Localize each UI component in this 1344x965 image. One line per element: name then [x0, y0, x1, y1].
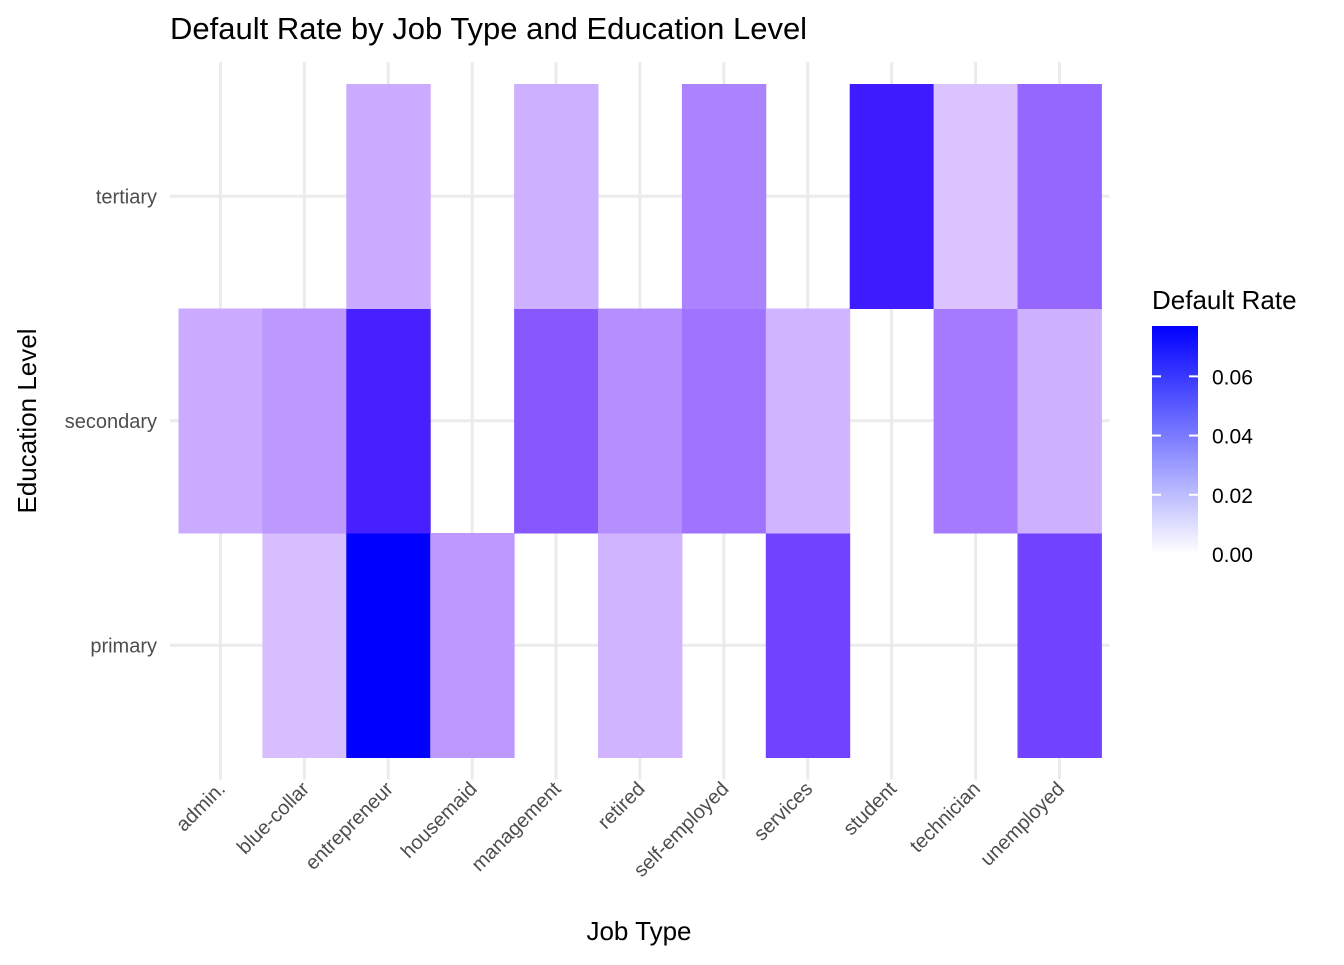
- color-legend: Default Rate 0.00 0.02 0.04 0.06: [1152, 285, 1297, 567]
- y-tick-label: tertiary: [96, 186, 157, 208]
- heatmap-cell: [346, 84, 431, 309]
- heatmap-cell: [933, 308, 1018, 534]
- x-tick-label: admin.: [172, 778, 230, 836]
- x-tick-label: services: [750, 778, 817, 845]
- heatmap-cell: [1017, 308, 1102, 534]
- y-tick-label: secondary: [65, 411, 157, 433]
- legend-ticks: 0.00 0.02 0.04 0.06: [1152, 366, 1253, 567]
- heatmap-cell: [514, 84, 599, 309]
- heatmap-cell: [262, 533, 347, 758]
- legend-tick-label: 0.04: [1212, 426, 1253, 449]
- heatmap-cell: [681, 84, 767, 309]
- heatmap-cell: [849, 84, 935, 309]
- legend-title: Default Rate: [1152, 285, 1297, 315]
- x-tick-label: management: [467, 778, 565, 876]
- heatmap-cell: [598, 533, 683, 758]
- x-tick-label: technician: [906, 778, 985, 857]
- heatmap-cell: [346, 533, 431, 758]
- x-tick-label: retired: [594, 778, 650, 834]
- heatmap-cell: [1017, 533, 1102, 758]
- heatmap-cell: [514, 308, 599, 534]
- heatmap-cell: [178, 308, 263, 534]
- heatmap-cell: [346, 308, 431, 534]
- x-tick-label: entrepreneur: [301, 778, 398, 875]
- legend-colorbar: [1152, 326, 1198, 554]
- y-tick-label: primary: [90, 635, 157, 657]
- x-tick-label: blue-collar: [233, 778, 314, 859]
- heatmap-cell: [262, 308, 347, 534]
- x-tick-label: unemployed: [976, 778, 1069, 871]
- x-axis-title: Job Type: [586, 916, 691, 946]
- heatmap-cell: [933, 84, 1018, 309]
- x-tick-label: housemaid: [397, 778, 482, 863]
- heatmap-cell: [765, 533, 851, 758]
- heatmap-cell: [1017, 84, 1102, 309]
- x-tick-label: student: [839, 778, 901, 840]
- heatmap-cell: [598, 308, 683, 534]
- legend-tick-label: 0.00: [1212, 544, 1253, 567]
- chart-title: Default Rate by Job Type and Education L…: [170, 11, 807, 46]
- heatmap-cells: [178, 84, 1102, 758]
- legend-tick-label: 0.02: [1212, 485, 1253, 508]
- y-axis-title: Education Level: [12, 328, 42, 513]
- heatmap-cell: [430, 533, 515, 758]
- heatmap-cell: [765, 308, 851, 534]
- legend-tick-label: 0.06: [1212, 366, 1253, 389]
- heatmap-cell: [681, 308, 767, 534]
